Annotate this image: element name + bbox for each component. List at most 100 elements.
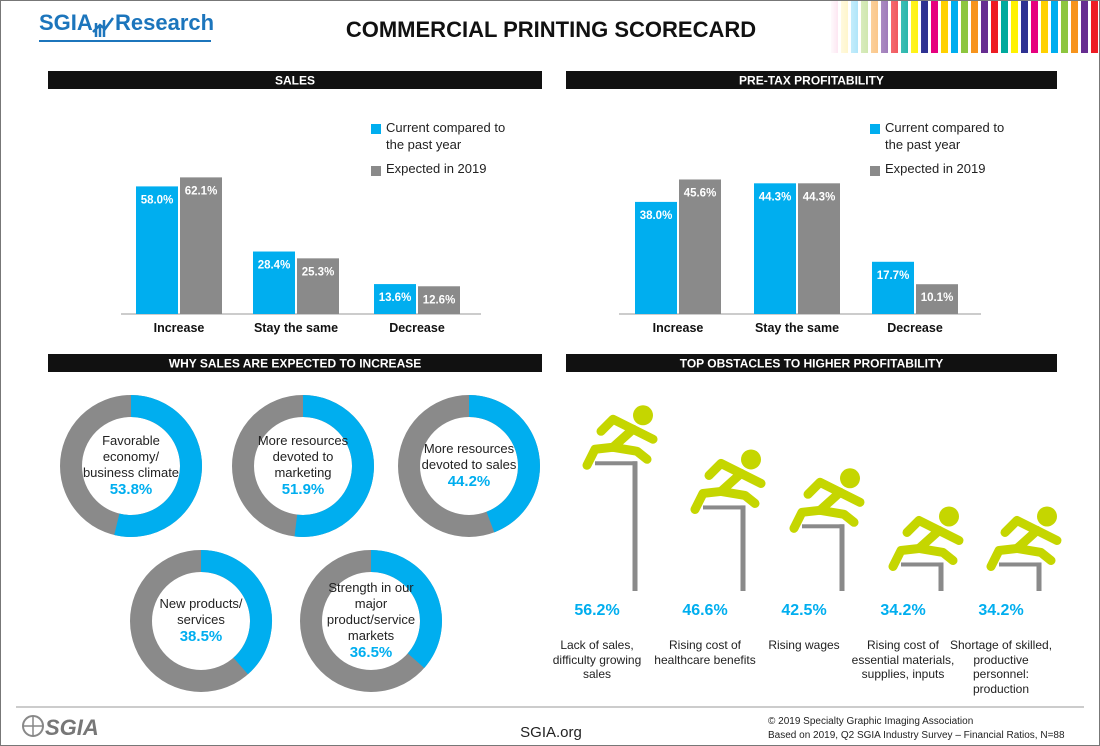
hurdle-post: [1036, 562, 1042, 591]
donut-arc: [370, 550, 442, 668]
category-label: Increase: [154, 321, 205, 335]
footer-source: Based on 2019, Q2 SGIA Industry Survey –…: [768, 730, 1065, 741]
value-label: 56.2%: [574, 602, 619, 619]
legend-label: Current compared to the past year: [386, 120, 506, 152]
runner-head: [633, 405, 653, 426]
value-label: 10.1%: [921, 292, 954, 304]
donut-label-box: Strength in our major product/service ma…: [321, 575, 421, 667]
runner-limb: [914, 543, 958, 565]
runner-limb: [888, 543, 924, 571]
bar: [754, 183, 796, 314]
hurdle-bar: [595, 461, 637, 466]
runner: [888, 506, 964, 571]
category-label: New products/ services: [159, 596, 243, 627]
category-label: Stay the same: [254, 321, 338, 335]
runner-limb: [716, 486, 760, 508]
hurdle-bar: [901, 562, 943, 567]
bar: [916, 284, 958, 314]
runner-limb: [986, 543, 1022, 571]
donut-arc: [294, 395, 374, 537]
hurdle-post: [839, 524, 845, 591]
runner-limb: [815, 505, 859, 527]
brand-icon: [92, 17, 115, 37]
bar: [635, 201, 677, 314]
bar: [374, 284, 416, 314]
category-label: Lack of sales, difficulty growing sales: [552, 638, 642, 681]
runner-head: [741, 449, 761, 470]
value-label: 42.5%: [781, 602, 826, 619]
donut-arc: [200, 550, 272, 675]
donut-label-box: Favorable economy/ business climate 53.8%: [81, 420, 181, 512]
value-label: 44.2%: [447, 473, 491, 490]
section-title: SALES: [275, 74, 315, 88]
donut-arc: [468, 395, 540, 533]
value-label: 53.8%: [109, 481, 153, 498]
category-label: Increase: [653, 321, 704, 335]
category-label: Decrease: [887, 321, 943, 335]
category-label: Shortage of skilled, productive personne…: [949, 638, 1053, 696]
bar: [679, 179, 721, 314]
value-label: 25.3%: [302, 266, 335, 278]
bar: [136, 186, 178, 314]
runner-head: [1037, 506, 1057, 527]
legend-label: Expected in 2019: [386, 161, 487, 176]
section-title: WHY SALES ARE EXPECTED TO INCREASE: [169, 357, 422, 371]
bar: [418, 286, 460, 314]
brand-suffix: Research: [115, 10, 214, 35]
runner-limb: [690, 486, 726, 514]
donut-label-box: More resources devoted to marketing 51.9%: [253, 420, 353, 512]
bar: [872, 261, 914, 314]
category-label: Decrease: [389, 321, 445, 335]
value-label: 44.3%: [803, 191, 836, 203]
runner-head: [939, 506, 959, 527]
value-label: 12.6%: [423, 294, 456, 306]
runner-limb: [789, 505, 825, 533]
runner-limb: [1000, 515, 1042, 537]
hurdle-post: [740, 505, 746, 591]
category-label: Favorable economy/ business climate: [82, 433, 180, 480]
value-label: 34.2%: [978, 602, 1023, 619]
donut-label-box: More resources devoted to sales 44.2%: [419, 420, 519, 512]
hurdle-bar: [802, 524, 844, 529]
value-label: 17.7%: [877, 270, 910, 282]
footer-copyright: © 2019 Specialty Graphic Imaging Associa…: [768, 716, 973, 727]
legend-swatch: [371, 124, 381, 134]
section-header: [48, 71, 542, 89]
donut-label-box: New products/ services 38.5%: [151, 575, 251, 667]
brand: SGIA: [39, 10, 93, 35]
bar: [798, 183, 840, 314]
category-label: More resources devoted to sales: [421, 441, 517, 472]
bar: [180, 177, 222, 314]
value-label: 62.1%: [185, 185, 218, 197]
value-label: 13.6%: [379, 292, 412, 304]
footer-globe-lines: [23, 716, 43, 736]
value-label: 34.2%: [880, 602, 925, 619]
value-label: 58.0%: [141, 194, 174, 206]
hurdle-post: [632, 461, 638, 591]
runner-limb: [902, 515, 944, 537]
section-title: PRE-TAX PROFITABILITY: [739, 74, 884, 88]
runner-limb: [582, 442, 618, 470]
value-label: 45.6%: [684, 187, 717, 199]
runner: [986, 506, 1062, 571]
category-label: More resources devoted to marketing: [257, 433, 349, 480]
value-label: 46.6%: [682, 602, 727, 619]
category-label: Strength in our major product/service ma…: [326, 580, 416, 643]
runner-limb: [596, 414, 638, 436]
category-label: Stay the same: [755, 321, 839, 335]
value-label: 44.3%: [759, 191, 792, 203]
bar: [253, 251, 295, 314]
runner: [582, 405, 658, 470]
value-label: 38.0%: [640, 210, 673, 222]
section-header: [566, 71, 1057, 89]
runner: [789, 468, 865, 533]
value-label: 36.5%: [349, 644, 393, 661]
section-title: TOP OBSTACLES TO HIGHER PROFITABILITY: [680, 357, 944, 371]
value-label: 28.4%: [258, 260, 291, 272]
hurdle-bar: [999, 562, 1041, 567]
legend-label: Current compared to the past year: [885, 120, 1005, 152]
page-title: COMMERCIAL PRINTING SCORECARD: [346, 17, 756, 42]
runner: [690, 449, 766, 514]
